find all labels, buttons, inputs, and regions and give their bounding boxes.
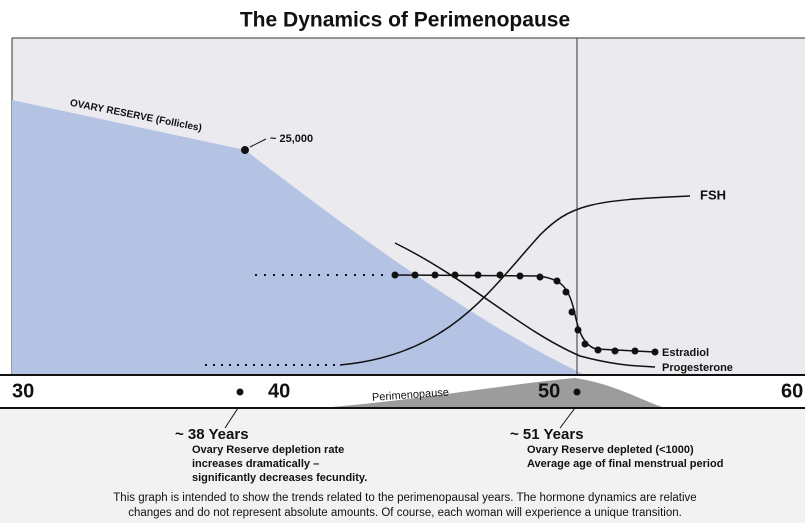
annotation-line: increases dramatically – — [192, 458, 319, 470]
annotation-line: Average age of final menstrual period — [527, 458, 723, 470]
axis-tick: 60 — [781, 380, 803, 402]
fsh-label: FSH — [700, 187, 726, 202]
age-38-leader — [224, 407, 239, 429]
age-51-dot — [573, 388, 581, 396]
annotation-line: Ovary Reserve depletion rate — [192, 444, 344, 456]
annotation-line: Ovary Reserve depleted (<1000) — [527, 444, 694, 456]
progesterone-curve — [394, 242, 656, 368]
perimenopause-hump — [320, 378, 665, 408]
estradiol-dots — [391, 271, 659, 356]
footnote: changes and do not represent absolute am… — [128, 507, 682, 519]
age-51-leader — [559, 407, 576, 429]
title: The Dynamics of Perimenopause — [240, 9, 570, 32]
progesterone-label: Progesterone — [662, 362, 733, 374]
fsh-curve — [339, 195, 691, 366]
annotation-heading: ~ 51 Years — [510, 426, 584, 443]
axis-tick: 30 — [12, 380, 34, 402]
estradiol-label: Estradiol — [662, 347, 709, 359]
perimenopause-label: Perimenopause — [372, 387, 450, 404]
axis-tick: 50 — [538, 380, 560, 402]
annotation-heading: ~ 38 Years — [175, 426, 249, 443]
follicle-dot — [241, 146, 249, 154]
footnote: This graph is intended to show the trend… — [113, 492, 696, 504]
follicle-label: ~ 25,000 — [270, 133, 313, 145]
age-38-dot — [236, 388, 244, 396]
annotation-line: significantly decreases fecundity. — [192, 472, 367, 484]
notes-area — [0, 409, 805, 523]
follicle-leader — [249, 138, 267, 148]
axis-tick: 40 — [268, 380, 290, 402]
ovary-reserve-area — [12, 100, 585, 375]
